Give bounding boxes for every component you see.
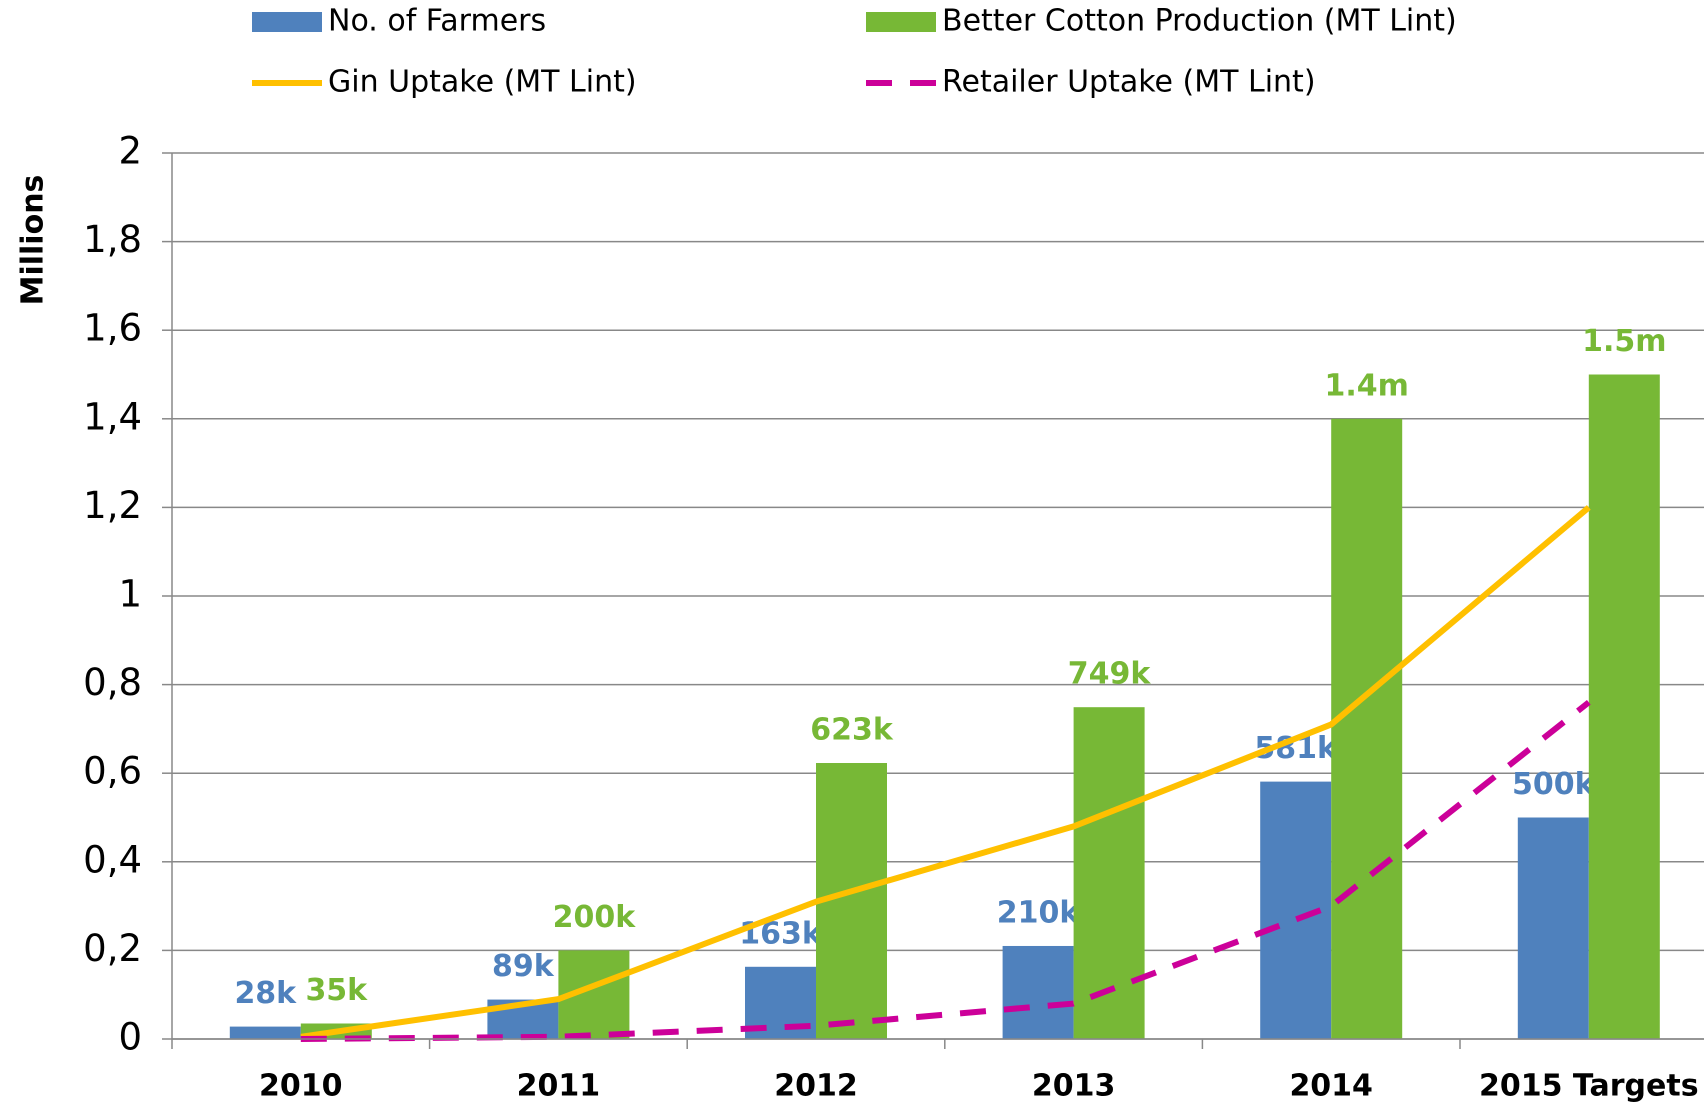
y-tick-label: 1,8 [83, 218, 142, 261]
data-label: 89k [492, 949, 555, 984]
legend-label: No. of Farmers [328, 4, 546, 39]
y-tick-label: 0,8 [83, 661, 142, 704]
legend-label: Better Cotton Production (MT Lint) [942, 4, 1457, 39]
y-tick-label: 0,4 [83, 838, 142, 881]
bar [1588, 374, 1660, 1039]
y-tick-label: 1,4 [83, 395, 142, 438]
y-tick-label: 1 [118, 573, 142, 616]
legend-swatch [252, 12, 322, 32]
y-tick-label: 0,2 [83, 927, 142, 970]
x-tick-label: 2014 [1289, 1069, 1373, 1104]
x-tick-label: 2013 [1032, 1069, 1116, 1104]
legend-swatch [866, 12, 936, 32]
x-tick-label: 2015 Targets [1479, 1069, 1699, 1104]
data-label: 749k [1068, 657, 1152, 692]
legend-label: Gin Uptake (MT Lint) [328, 65, 637, 100]
data-label: 1.4m [1324, 368, 1408, 403]
bar [229, 1026, 301, 1039]
line [300, 699, 1591, 1042]
data-label: 210k [997, 895, 1081, 930]
y-tick-label: 0,6 [83, 750, 142, 793]
y-tick-label: 2 [118, 130, 142, 173]
data-label: 163k [739, 916, 823, 951]
bar [1331, 418, 1403, 1039]
bar [1517, 817, 1589, 1039]
data-label: 35k [305, 973, 368, 1008]
data-label: 500k [1512, 767, 1596, 802]
data-label: 200k [553, 900, 637, 935]
x-tick-label: 2011 [517, 1069, 601, 1104]
line [300, 505, 1591, 1040]
data-label: 28k [234, 976, 297, 1011]
y-axis-title: Millions [16, 175, 51, 306]
bar [1002, 945, 1074, 1039]
y-tick-label: 1,2 [83, 484, 142, 527]
data-label: 623k [810, 713, 894, 748]
y-tick-label: 1,6 [83, 307, 142, 350]
data-label: 1.5m [1582, 324, 1666, 359]
x-tick-label: 2012 [774, 1069, 858, 1104]
x-tick-label: 2010 [259, 1069, 343, 1104]
y-tick-label: 0 [118, 1016, 142, 1059]
legend-label: Retailer Uptake (MT Lint) [942, 65, 1316, 100]
